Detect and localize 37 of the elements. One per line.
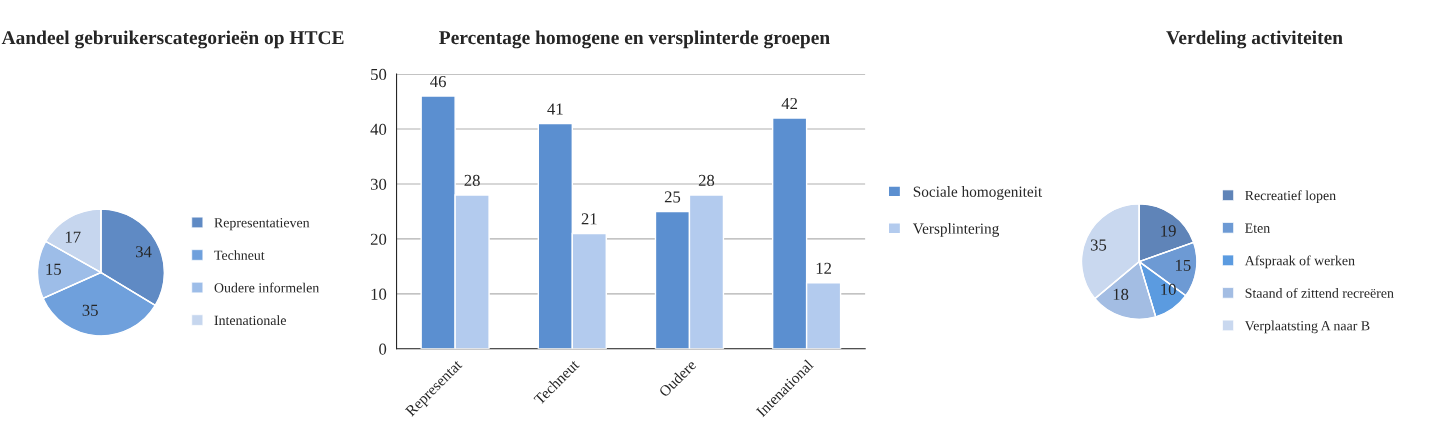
y-tick-label: 50 [371, 68, 387, 81]
data-label: 21 [581, 213, 597, 225]
y-tick-label: 0 [379, 343, 387, 355]
data-label: 12 [816, 262, 832, 274]
chart-title: Verdeling activiteiten [1166, 30, 1343, 49]
data-label: 18 [1113, 288, 1129, 301]
data-label: 28 [698, 174, 715, 187]
legend-label: Verplaatsting A naar B [1244, 320, 1370, 334]
data-label: 42 [781, 97, 798, 109]
legend-label: Eten [1245, 223, 1270, 233]
y-tick-label: 40 [370, 123, 387, 135]
data-label: 19 [1161, 225, 1176, 237]
legend-label: Afspraak of werken [1244, 255, 1355, 269]
legend-label: Representatieven [214, 218, 310, 231]
data-label: 10 [1161, 283, 1176, 295]
y-tick-label: 30 [370, 178, 387, 190]
data-label: 15 [46, 263, 61, 275]
data-label: 28 [464, 174, 480, 187]
chart-title: Aandeel gebruikerscategorieën op HTCE [1, 30, 344, 49]
data-label: 35 [82, 304, 98, 316]
legend-label: Staand of zittend recreëren [1245, 287, 1394, 298]
legend-label: Techneut [214, 250, 265, 260]
data-label: 41 [547, 103, 563, 115]
data-label: 35 [1090, 239, 1107, 251]
legend-label: Intenationale [214, 315, 286, 326]
legend-label: Sociale homogeniteit [913, 186, 1043, 200]
legend-label: Recreatief lopen [1245, 190, 1336, 204]
data-label: 25 [664, 191, 681, 203]
y-tick-label: 10 [371, 288, 387, 300]
chart-title: Percentage homogene en versplinterde groepen [439, 30, 830, 49]
data-label: 17 [65, 231, 81, 243]
legend-label: Versplintering [912, 223, 1000, 237]
legend-label: Oudere informelen [214, 282, 320, 293]
data-label: 34 [136, 246, 152, 258]
data-label: 15 [1176, 259, 1191, 271]
y-tick-label: 20 [370, 233, 387, 245]
data-label: 46 [430, 75, 446, 88]
